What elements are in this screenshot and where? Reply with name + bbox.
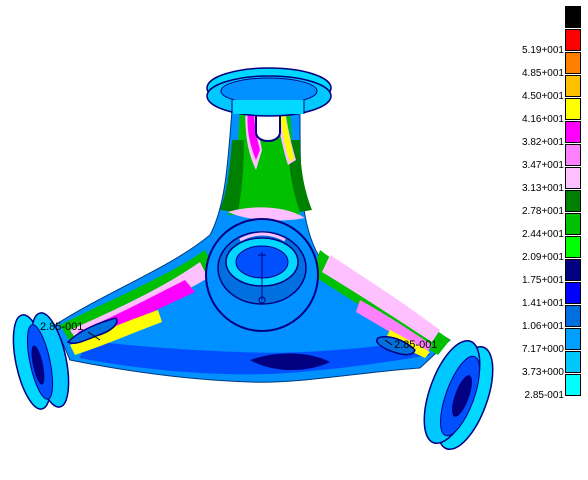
legend-label: 3.47+001	[522, 160, 564, 171]
legend-label: 7.17+000	[522, 344, 564, 355]
min-value-annotations: 2.85-001 2.85-001	[40, 321, 437, 351]
legend-label: 4.85+001	[522, 68, 564, 79]
legend-label: 2.78+001	[522, 206, 564, 217]
legend-label: 2.09+001	[522, 252, 564, 263]
left-min-label: 2.85-001	[40, 321, 83, 333]
legend-swatch	[565, 213, 581, 235]
legend-label: 3.13+001	[522, 183, 564, 194]
legend-swatch	[565, 236, 581, 258]
legend-swatch	[565, 75, 581, 97]
right-min-leader	[384, 339, 393, 346]
legend-label: 2.85-001	[524, 390, 564, 401]
right-arm-lightpink	[322, 255, 440, 342]
top-flange	[206, 67, 332, 117]
left-arm-slot	[66, 317, 118, 345]
right-arm-pink	[356, 300, 432, 354]
left-min-leader	[87, 331, 101, 341]
legend-swatch	[565, 259, 581, 281]
legend-swatch	[565, 52, 581, 74]
legend-swatch	[565, 6, 581, 28]
upper-pink-band	[228, 207, 305, 221]
legend-label: 1.75+001	[522, 275, 564, 286]
tripod-fitting-model	[12, 67, 494, 451]
legend-swatch	[565, 374, 581, 396]
legend-label: 3.82+001	[522, 137, 564, 148]
legend-swatch	[565, 305, 581, 327]
legend-label: 2.44+001	[522, 229, 564, 240]
legend-swatch	[565, 351, 581, 373]
lower-shade	[80, 340, 430, 375]
top-arm-magenta-left	[247, 110, 260, 160]
lower-navy-patch	[250, 353, 330, 370]
legend-swatch	[565, 98, 581, 120]
legend-label: 4.50+001	[522, 91, 564, 102]
right-flange	[423, 339, 494, 451]
left-arm-yellow	[70, 310, 162, 355]
legend-swatch	[565, 190, 581, 212]
left-flange	[12, 312, 70, 410]
right-min-label: 2.85-001	[394, 339, 437, 351]
legend-swatch	[565, 282, 581, 304]
legend-label: 5.19+001	[522, 45, 564, 56]
legend-label: 4.16+001	[522, 114, 564, 125]
legend-swatch	[565, 167, 581, 189]
top-arm-yellow-right	[278, 108, 294, 162]
legend-swatch	[565, 328, 581, 350]
legend-label: 1.06+001	[522, 321, 564, 332]
legend-swatch	[565, 144, 581, 166]
center-dome	[205, 218, 319, 332]
legend-label: 1.41+001	[522, 298, 564, 309]
legend-swatch	[565, 29, 581, 51]
legend-label: 3.73+000	[522, 367, 564, 378]
legend-swatch	[565, 121, 581, 143]
